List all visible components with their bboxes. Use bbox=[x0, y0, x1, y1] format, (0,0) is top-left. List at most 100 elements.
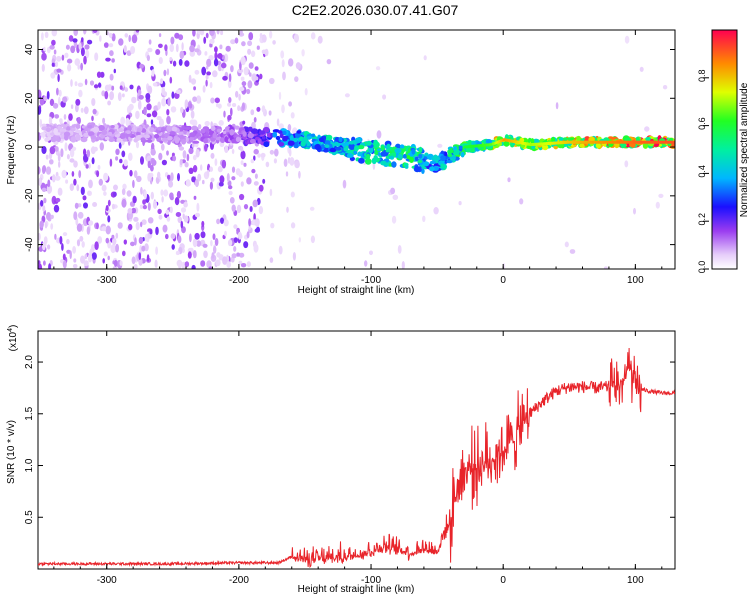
spectrogram-cell bbox=[131, 96, 137, 104]
spectrogram-cell bbox=[133, 264, 138, 269]
spectrogram-cell bbox=[158, 152, 163, 161]
spectrogram-cell bbox=[254, 228, 260, 233]
spectrogram-cell bbox=[175, 250, 180, 256]
spectrogram-cell bbox=[147, 202, 151, 211]
spectrogram-ridge-cell bbox=[104, 136, 110, 140]
spectrogram-ridge-cell bbox=[192, 140, 200, 144]
spectrogram-cell bbox=[288, 101, 292, 107]
spectrogram-ridge-cell bbox=[366, 153, 371, 160]
spectrogram-cell bbox=[191, 143, 195, 148]
spectrogram-cell bbox=[246, 231, 250, 239]
spectrogram-cell bbox=[226, 261, 232, 268]
spectrogram-cell bbox=[124, 87, 129, 92]
spectrogram-cell bbox=[110, 244, 116, 254]
spectrogram-core-cell bbox=[498, 140, 501, 143]
spectrogram-ridge-cell bbox=[411, 149, 416, 155]
spectrogram-cell bbox=[53, 204, 60, 213]
spectrogram-cell bbox=[169, 206, 173, 214]
spectrogram-cell bbox=[202, 179, 205, 185]
spectrogram-cell bbox=[115, 148, 120, 155]
spectrogram-ridge-cell bbox=[278, 142, 285, 147]
spectrogram-core-cell bbox=[530, 143, 533, 147]
spectrogram-cell bbox=[230, 39, 236, 45]
spectrogram-cell bbox=[170, 36, 175, 45]
spectrogram-cell bbox=[232, 103, 237, 107]
spectrogram-cell bbox=[132, 195, 137, 204]
spectrogram-core-cell bbox=[590, 140, 593, 144]
spectrogram-ridge-cell bbox=[80, 137, 88, 143]
spectrogram-core-cell bbox=[649, 140, 652, 144]
spectrogram-cell bbox=[199, 30, 205, 36]
spectrogram-cell bbox=[58, 161, 61, 168]
spectrogram-cell bbox=[57, 187, 63, 196]
spectrogram-cell bbox=[240, 150, 246, 160]
spectrogram-ridge-cell bbox=[113, 123, 119, 130]
spectrogram-cell bbox=[294, 160, 300, 169]
spectrogram-cell bbox=[184, 99, 189, 109]
spectrogram-ridge-cell bbox=[44, 137, 50, 142]
spectrogram-ridge-cell bbox=[179, 134, 185, 139]
spectrogram-core-cell bbox=[580, 140, 583, 144]
spectrogram-cell bbox=[146, 155, 152, 164]
spectrogram-cell bbox=[169, 57, 173, 61]
spectrogram-cell bbox=[132, 179, 135, 189]
spectrogram-core-cell bbox=[607, 140, 610, 144]
spectrogram-cell bbox=[101, 226, 107, 232]
spectrogram-cell bbox=[83, 260, 89, 267]
spectrogram-core-cell bbox=[514, 140, 517, 144]
spectrogram-cell bbox=[84, 78, 88, 86]
spectrogram-cell bbox=[190, 110, 195, 119]
spectrogram-cell bbox=[254, 218, 260, 227]
spectrogram-cell bbox=[240, 146, 244, 152]
spectrogram-cell bbox=[274, 148, 279, 157]
spectrogram-cell bbox=[83, 202, 88, 209]
spectrogram-cell bbox=[228, 97, 232, 103]
spectrogram-cell bbox=[81, 37, 84, 43]
spectrogram-core-cell bbox=[525, 142, 528, 146]
spectrogram-core-cell bbox=[560, 141, 563, 145]
spectrogram-cell bbox=[214, 158, 218, 166]
spectrogram-cell bbox=[209, 38, 215, 45]
spectrogram-x-label: Height of straight line (km) bbox=[298, 285, 415, 296]
spectrogram-cell bbox=[77, 82, 84, 88]
spectrogram-ridge-cell bbox=[174, 137, 180, 144]
spectrogram-cell bbox=[98, 82, 102, 88]
spectrogram-cell bbox=[217, 53, 223, 59]
spectrogram-core-cell bbox=[652, 140, 655, 144]
spectrogram-core-cell bbox=[557, 141, 560, 145]
spectrogram-ridge-cell bbox=[443, 159, 448, 165]
spectrogram-ridge-cell bbox=[433, 154, 438, 160]
spectrogram-core-cell bbox=[644, 140, 647, 144]
spectrogram-cell bbox=[249, 72, 252, 77]
spectrogram-cell bbox=[131, 34, 138, 44]
spectrogram-cell bbox=[105, 205, 109, 212]
spectrogram-cell bbox=[239, 30, 243, 35]
spectrogram-cell bbox=[217, 165, 223, 173]
spectrogram-cell bbox=[140, 186, 143, 195]
spectrogram-ridge-cell bbox=[279, 133, 284, 139]
spectrogram-cell bbox=[189, 45, 195, 53]
spectrogram-cell bbox=[364, 260, 368, 267]
spectrogram-cell bbox=[243, 204, 249, 210]
spectrogram-cell bbox=[48, 263, 52, 269]
spectrogram-cell bbox=[214, 97, 220, 104]
spectrogram-core-cell bbox=[668, 140, 671, 144]
spectrogram-cell bbox=[231, 166, 236, 173]
spectrogram-cell bbox=[262, 178, 266, 184]
spectrogram-core-cell bbox=[476, 144, 479, 148]
spectrogram-cell bbox=[57, 74, 60, 82]
spectrogram-cell bbox=[369, 250, 373, 256]
spectrogram-cell bbox=[168, 180, 174, 188]
spectrogram-cell bbox=[158, 33, 162, 38]
spectrogram-cell bbox=[113, 259, 118, 267]
spectrogram-cell bbox=[41, 241, 46, 251]
spectrogram-core-cell bbox=[468, 145, 471, 149]
spectrogram-cell bbox=[205, 32, 209, 39]
spectrogram-core-cell bbox=[515, 140, 518, 144]
spectrogram-ridge-cell bbox=[219, 137, 225, 143]
spectrogram-core-cell bbox=[672, 140, 675, 144]
spectrogram-cell bbox=[94, 241, 99, 251]
spectrogram-cell bbox=[105, 225, 111, 235]
spectrogram-cell bbox=[240, 263, 247, 268]
spectrogram-ridge-cell bbox=[364, 158, 372, 165]
